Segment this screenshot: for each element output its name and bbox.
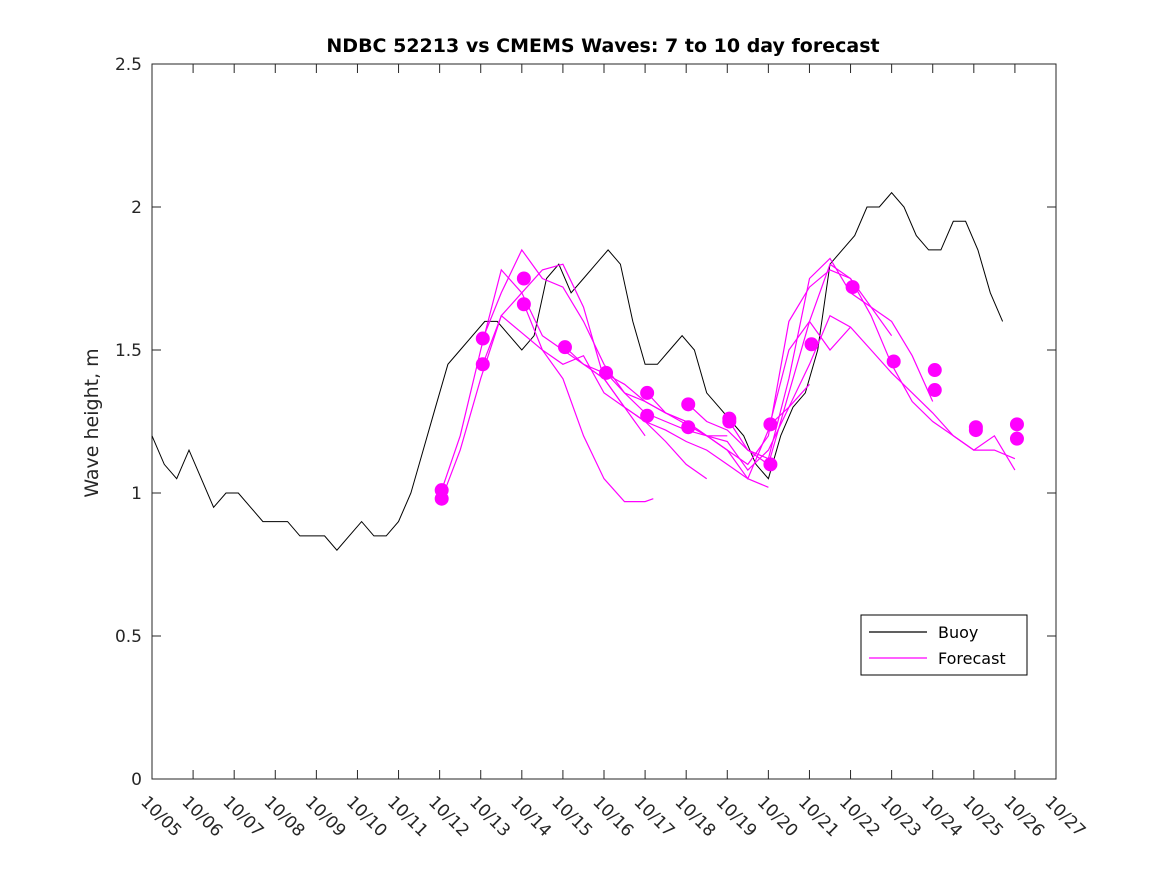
forecast-run-line: [687, 257, 934, 460]
y-tick-label: 1.5: [115, 341, 142, 361]
forecast-start-marker: [516, 297, 531, 312]
forecast-start-marker: [968, 423, 983, 438]
forecast-run-line: [769, 314, 1016, 471]
forecast-start-marker: [927, 383, 942, 398]
forecast-start-marker: [557, 340, 572, 355]
forecast-start-marker: [516, 271, 531, 286]
y-tick-label: 2.5: [115, 55, 142, 75]
forecast-start-marker: [1009, 417, 1024, 432]
forecast-start-marker: [475, 357, 490, 372]
forecast-start-marker: [640, 385, 655, 400]
buoy-series-line: [151, 191, 1004, 551]
forecast-start-marker: [434, 491, 449, 506]
forecast-start-marker: [886, 354, 901, 369]
forecast-start-marker: [722, 414, 737, 429]
y-tick-label: 0: [131, 770, 142, 790]
forecast-start-marker: [763, 417, 778, 432]
forecast-run-line: [482, 263, 708, 480]
forecast-start-marker: [681, 420, 696, 435]
legend-box: [860, 614, 1028, 676]
legend: Buoy Forecast: [860, 614, 1028, 676]
legend-label: Forecast: [938, 649, 1006, 668]
forecast-start-marker: [1009, 431, 1024, 446]
y-tick-label: 0.5: [115, 627, 142, 647]
forecast-start-marker: [804, 337, 819, 352]
forecast-start-marker: [681, 397, 696, 412]
forecast-start-marker: [763, 457, 778, 472]
y-tick-label: 1: [131, 484, 142, 504]
forecast-run-line: [441, 314, 654, 503]
forecast-start-marker: [475, 331, 490, 346]
forecast-start-marker: [599, 365, 614, 380]
legend-label: Buoy: [938, 623, 978, 642]
forecast-start-marker: [845, 280, 860, 295]
chart-title: NDBC 52213 vs CMEMS Waves: 7 to 10 day f…: [326, 35, 879, 57]
forecast-start-marker: [640, 408, 655, 423]
forecast-start-marker: [927, 363, 942, 378]
y-tick-label: 2: [131, 198, 142, 218]
series-layer: [151, 191, 1024, 551]
y-axis-label: Wave height, m: [81, 348, 103, 497]
